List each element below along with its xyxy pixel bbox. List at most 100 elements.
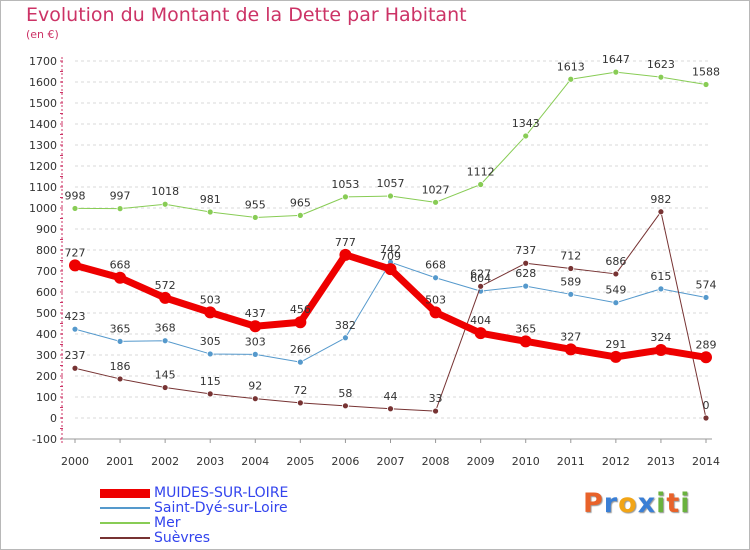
y-tick-label: 600 [36, 286, 57, 299]
legend-label: MUIDES-SUR-LOIRE [154, 485, 289, 501]
data-point [342, 193, 349, 201]
y-tick-label: 1700 [29, 55, 57, 68]
data-point [161, 337, 169, 345]
data-point [251, 350, 259, 358]
data-label: 327 [560, 330, 581, 343]
legend-swatch [100, 537, 150, 539]
data-label: 589 [560, 275, 581, 288]
data-point [612, 270, 620, 278]
data-label: 777 [335, 236, 356, 249]
data-label: 1053 [331, 178, 359, 191]
data-point [204, 306, 217, 319]
y-tick-label: 1600 [29, 76, 57, 89]
y-tick-label: 0 [50, 412, 57, 425]
data-point [657, 73, 665, 81]
legend-swatch [100, 522, 150, 524]
data-point [206, 208, 214, 216]
data-label: 615 [650, 270, 671, 283]
data-label: 305 [200, 335, 221, 348]
data-label: 737 [515, 244, 536, 257]
data-point [384, 263, 397, 276]
legend-label: Mer [154, 515, 181, 531]
x-tick-label: 2012 [602, 455, 630, 468]
data-label: 237 [65, 349, 86, 362]
data-label: 998 [65, 189, 86, 202]
data-label: 574 [696, 278, 717, 291]
data-label: 115 [200, 375, 221, 388]
data-label: 997 [110, 190, 131, 203]
x-tick-label: 2014 [692, 455, 720, 468]
data-label: 365 [515, 322, 536, 335]
data-point [654, 343, 667, 356]
legend-swatch [100, 507, 150, 509]
x-tick-label: 2009 [467, 455, 495, 468]
data-label: 303 [245, 335, 266, 348]
proxiti-logo: Proxiti [583, 488, 691, 519]
data-point [567, 290, 575, 298]
x-tick-label: 2008 [422, 455, 450, 468]
y-tick-label: 1500 [29, 97, 57, 110]
data-point [387, 405, 394, 413]
data-label: 72 [293, 384, 307, 397]
data-label: 955 [245, 198, 266, 211]
data-point [251, 395, 259, 403]
data-label: 289 [696, 338, 717, 351]
data-point [657, 208, 665, 216]
data-label: 456 [290, 303, 311, 316]
data-point [702, 81, 710, 88]
data-point [474, 327, 487, 340]
data-point [116, 337, 124, 345]
data-label: 503 [200, 293, 221, 306]
data-label: 1613 [557, 60, 585, 73]
chart-unit: (en €) [26, 28, 59, 41]
data-point [609, 350, 622, 363]
data-label: 982 [650, 193, 671, 206]
data-label: 92 [248, 380, 262, 393]
y-tick-label: 700 [36, 265, 57, 278]
data-point [161, 200, 169, 208]
data-point [342, 402, 349, 410]
data-point [294, 316, 307, 329]
data-point [296, 211, 304, 219]
data-label: 668 [425, 259, 446, 272]
data-label: 604 [470, 272, 491, 285]
data-label: 1112 [467, 165, 495, 178]
data-label: 628 [515, 267, 536, 280]
x-tick-label: 2003 [196, 455, 224, 468]
data-label: 1018 [151, 185, 179, 198]
x-tick-label: 2002 [151, 455, 179, 468]
data-label: 324 [650, 331, 671, 344]
data-point [522, 132, 530, 140]
data-point [114, 271, 127, 284]
data-label: 58 [338, 387, 352, 400]
data-label: 186 [110, 360, 131, 373]
data-label: 709 [380, 250, 401, 263]
data-point [116, 205, 124, 213]
x-tick-label: 2005 [286, 455, 314, 468]
data-point [477, 282, 485, 290]
data-label: 145 [155, 369, 176, 382]
data-label: 382 [335, 319, 356, 332]
y-tick-label: 1000 [29, 202, 57, 215]
data-point [564, 343, 577, 356]
data-label: 503 [425, 293, 446, 306]
data-point [657, 285, 665, 293]
data-point [251, 214, 259, 221]
logo-letter: i [656, 488, 667, 519]
data-point [206, 390, 214, 398]
y-tick-label: 1300 [29, 139, 57, 152]
x-tick-label: 2007 [377, 455, 405, 468]
y-tick-label: 100 [36, 391, 57, 404]
data-label: 727 [65, 246, 86, 259]
y-tick-label: 1400 [29, 118, 57, 131]
y-tick-label: 1200 [29, 160, 57, 173]
data-point [69, 259, 81, 272]
logo-letter: x [637, 488, 657, 519]
logo-letter: i [680, 488, 691, 519]
data-label: 965 [290, 196, 311, 209]
x-tick-label: 2013 [647, 455, 675, 468]
data-label: 266 [290, 343, 311, 356]
data-label: 712 [560, 249, 581, 262]
y-tick-label: 300 [36, 349, 57, 362]
